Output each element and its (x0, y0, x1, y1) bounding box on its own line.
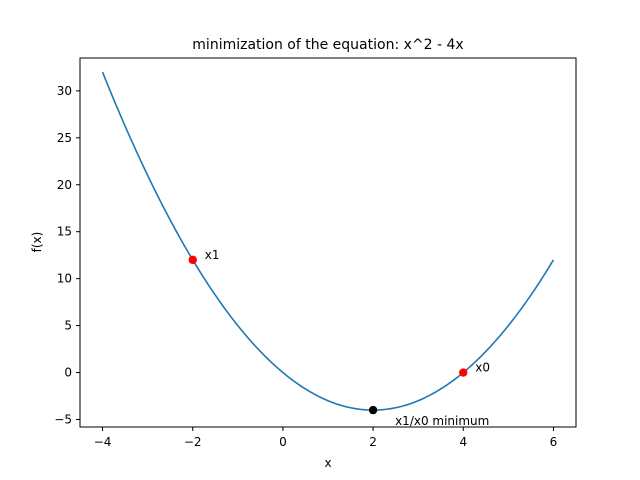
series-line (101, 71, 555, 411)
plot-area: x1 x0 x1/x0 minimum (101, 71, 555, 428)
x-tick-label: 0 (279, 435, 287, 449)
point-annotation: x1/x0 minimum (395, 414, 489, 428)
y-tick-label: 20 (57, 178, 72, 192)
x-tick-label: −2 (184, 435, 202, 449)
y-axis: −5 0 5 10 15 20 25 30 (54, 84, 80, 426)
y-tick-label: 10 (57, 272, 72, 286)
y-tick-label: 30 (57, 84, 72, 98)
x-tick-label: 2 (369, 435, 377, 449)
point-annotation: x1 (205, 248, 220, 262)
plot-frame (79, 57, 577, 428)
y-tick-label: 15 (57, 225, 72, 239)
x-tick-label: −4 (94, 435, 112, 449)
x-tick-label: 4 (459, 435, 467, 449)
chart-title: minimization of the equation: x^2 - 4x (192, 37, 463, 53)
y-tick-label: 5 (64, 319, 72, 333)
y-tick-label: −5 (54, 412, 72, 426)
y-tick-label: 0 (64, 366, 72, 380)
y-axis-label: f(x) (30, 232, 44, 253)
data-point (368, 405, 378, 415)
data-point (459, 368, 468, 377)
x-tick-label: 6 (550, 435, 558, 449)
data-point (188, 255, 197, 265)
x-axis-label: x (324, 456, 331, 470)
y-tick-label: 25 (57, 131, 72, 145)
x-axis: −4 −2 0 2 4 6 (94, 427, 558, 449)
point-annotation: x0 (475, 361, 490, 375)
